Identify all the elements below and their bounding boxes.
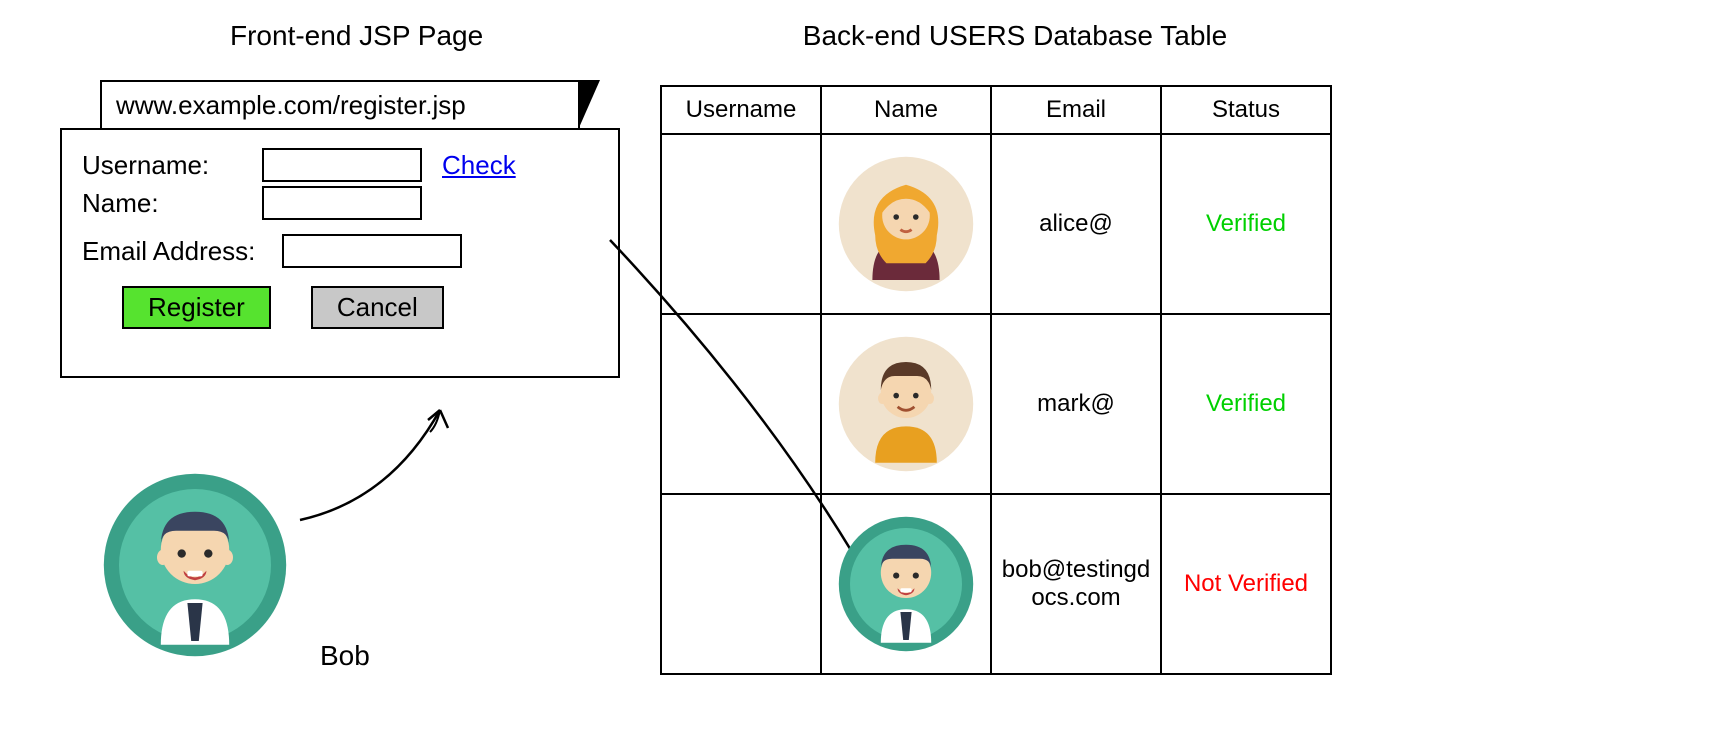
cell-avatar [821,494,991,674]
cell-username [661,134,821,314]
register-button[interactable]: Register [122,286,271,329]
table-row: mark@ Verified [661,314,1331,494]
col-username: Username [661,86,821,134]
mark-avatar-icon [836,334,976,474]
frontend-heading: Front-end JSP Page [230,20,483,52]
cell-avatar [821,314,991,494]
browser-tab: www.example.com/register.jsp [100,80,580,130]
users-db-table: Username Name Email Status alice@ [660,85,1332,675]
bob-name-label: Bob [320,640,370,672]
email-input[interactable] [282,234,462,268]
cell-email: mark@ [991,314,1161,494]
col-email: Email [991,86,1161,134]
name-label: Name: [82,188,262,219]
cell-email: alice@ [991,134,1161,314]
register-form-window: Username: Check Name: Email Address: Reg… [60,128,620,378]
alice-avatar-icon [836,154,976,294]
username-label: Username: [82,150,262,181]
table-row: bob@testingdocs.com Not Verified [661,494,1331,674]
cell-username [661,314,821,494]
cell-email: bob@testingdocs.com [991,494,1161,674]
col-status: Status [1161,86,1331,134]
check-link[interactable]: Check [442,150,516,181]
avatar-icon [100,470,290,660]
bob-avatar [100,470,290,660]
table-header-row: Username Name Email Status [661,86,1331,134]
cell-username [661,494,821,674]
bob-avatar-icon [836,514,976,654]
cancel-button[interactable]: Cancel [311,286,444,329]
email-label: Email Address: [82,236,282,267]
cell-status: Not Verified [1161,494,1331,674]
browser-url: www.example.com/register.jsp [116,90,466,120]
cell-status: Verified [1161,314,1331,494]
col-name: Name [821,86,991,134]
name-input[interactable] [262,186,422,220]
arrow-user-to-form-icon [280,390,480,530]
table-row: alice@ Verified [661,134,1331,314]
cell-avatar [821,134,991,314]
username-input[interactable] [262,148,422,182]
backend-heading: Back-end USERS Database Table [690,20,1340,52]
cell-status: Verified [1161,134,1331,314]
